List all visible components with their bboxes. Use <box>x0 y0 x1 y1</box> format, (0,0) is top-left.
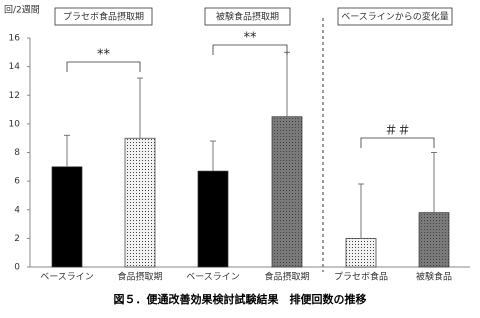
group-title: プラセボ食品摂取期 <box>63 11 144 23</box>
y-axis-label: 回/2週間 <box>4 5 40 16</box>
x-tick-label: プラセボ食品 <box>334 271 388 283</box>
y-tick-label: 12 <box>9 91 20 101</box>
y-tick-label: 0 <box>14 263 20 273</box>
significance-bracket <box>360 137 435 148</box>
y-tick-label: 8 <box>14 148 20 158</box>
bar <box>271 116 303 268</box>
bar <box>51 166 83 268</box>
x-tick-label: 被験食品 <box>416 271 452 283</box>
caption: 図５．便通改善効果検討試験結果 排便回数の推移 <box>114 292 367 306</box>
significance-label: ＃＃ <box>384 124 410 139</box>
y-tick-label: 4 <box>14 205 20 215</box>
group-title-box <box>204 7 291 26</box>
y-tick-label: 6 <box>14 177 20 187</box>
y-tick-label: 2 <box>14 234 20 244</box>
x-tick-label: 食品摂取期 <box>117 271 162 283</box>
y-tick-label: 10 <box>9 119 21 129</box>
x-tick-label: 食品摂取期 <box>264 271 309 283</box>
x-tick-label: ベースライン <box>186 272 240 283</box>
bar <box>345 238 377 268</box>
bar <box>197 170 229 268</box>
bar <box>418 212 450 268</box>
x-tick-label: ベースライン <box>40 272 94 283</box>
bar <box>124 137 156 268</box>
group-title: 被験食品摂取期 <box>216 11 279 23</box>
significance-bracket <box>66 61 141 72</box>
significance-label: ** <box>97 48 111 63</box>
group-title: ベースラインからの変化量 <box>341 11 449 23</box>
group-title-box <box>337 7 453 26</box>
significance-label: ** <box>244 31 258 46</box>
significance-bracket <box>212 44 288 55</box>
y-tick-label: 16 <box>9 34 21 44</box>
y-tick-label: 14 <box>9 62 21 72</box>
group-title-box <box>54 7 153 26</box>
